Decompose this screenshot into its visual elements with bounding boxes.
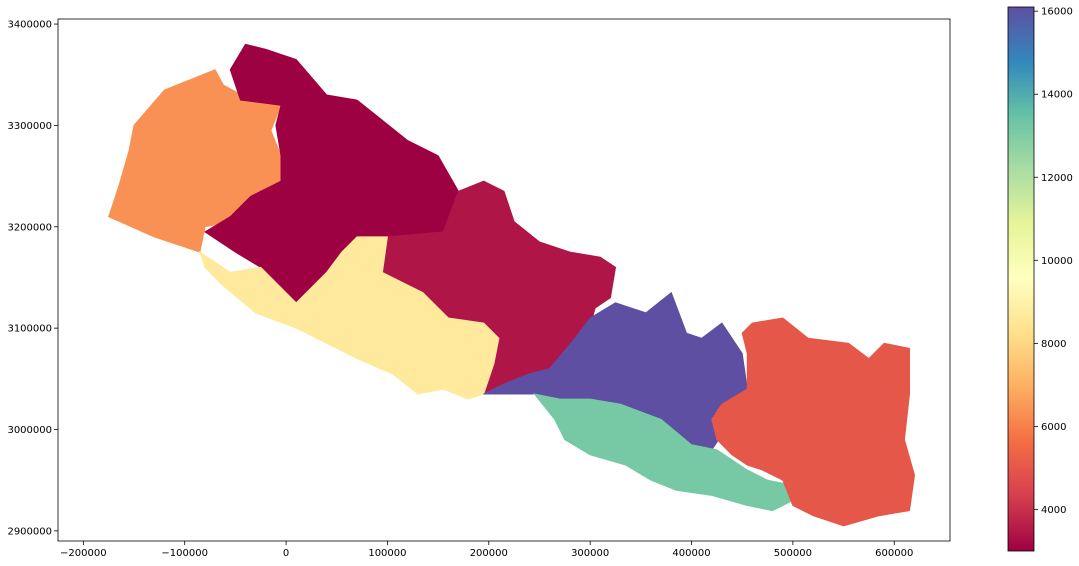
x-axis: −200000 −100000 0 100000 200000 300000 400000 5… (60, 541, 913, 559)
axes-frame (57, 18, 951, 542)
x-tick-label: 300000 (571, 548, 609, 559)
y-tick-label: 3100000 (7, 324, 52, 335)
colorbar-axis: 4000 6000 8000 10000 12000 14000 16000 (1034, 7, 1073, 516)
y-tick-label: 3200000 (7, 222, 52, 233)
x-tick-label: 600000 (875, 548, 913, 559)
x-tick-label: 0 (283, 548, 289, 559)
region-4 (198, 236, 500, 400)
x-tick-label: −200000 (60, 548, 107, 559)
colorbar-tick-label: 8000 (1041, 339, 1066, 350)
region-7 (711, 317, 916, 527)
y-tick-label: 3000000 (7, 425, 52, 436)
x-tick-label: 500000 (774, 548, 812, 559)
colorbar-tick-label: 12000 (1041, 173, 1073, 184)
colorbar (1007, 6, 1035, 552)
x-tick-label: −100000 (161, 548, 208, 559)
colorbar-tick-label: 4000 (1041, 505, 1066, 516)
colorbar-tick-label: 6000 (1041, 422, 1066, 433)
x-tick-label: 400000 (672, 548, 710, 559)
y-tick-label: 3300000 (7, 121, 52, 132)
colorbar-tick-label: 10000 (1041, 256, 1073, 267)
y-axis: 2900000 3000000 3100000 3200000 3300000 34000… (7, 20, 58, 537)
x-tick-label: 200000 (470, 548, 508, 559)
x-tick-label: 100000 (368, 548, 406, 559)
y-tick-label: 3400000 (7, 20, 52, 31)
colorbar-tick-label: 14000 (1041, 90, 1073, 101)
map-regions (108, 43, 916, 527)
y-tick-label: 2900000 (7, 526, 52, 537)
colorbar-tick-label: 16000 (1041, 7, 1073, 18)
